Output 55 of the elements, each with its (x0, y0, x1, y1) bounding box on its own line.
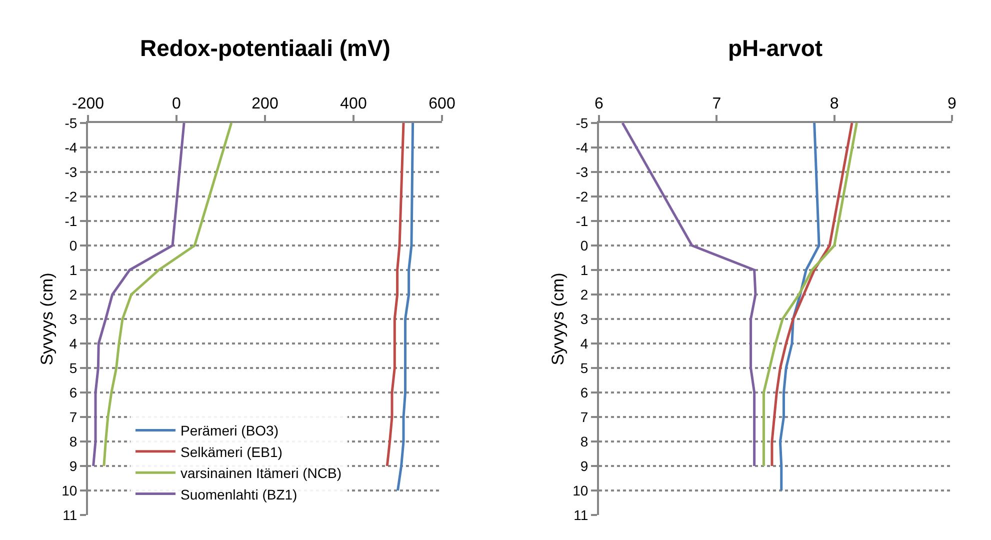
y-tick-label: 2 (580, 286, 588, 302)
y-tick-label: -4 (64, 139, 78, 156)
line-series (396, 123, 414, 492)
y-tick-label: 10 (572, 482, 588, 498)
line-series (386, 123, 405, 468)
y-tick-label: -2 (64, 188, 78, 204)
y-tick-label: -1 (576, 212, 588, 229)
y-tick-label: 4 (580, 335, 588, 352)
legend-label: varsinainen Itämeri (NCB) (180, 465, 342, 482)
x-tick-label: 6 (594, 96, 604, 113)
y-tick-label: 5 (69, 360, 78, 376)
y-tick-label: -5 (64, 114, 78, 131)
y-tick-label: 9 (69, 458, 78, 474)
legend-label: Suomenlahti (BZ1) (180, 486, 298, 502)
y-tick-label: 6 (580, 384, 588, 400)
y-axis-title: Syvyys (cm) (548, 272, 568, 366)
x-tick-label: 400 (340, 96, 367, 113)
y-tick-label: -5 (576, 114, 588, 131)
y-tick-label: 11 (574, 506, 588, 523)
x-tick-label: 8 (830, 96, 839, 113)
y-tick-label: 11 (62, 506, 78, 523)
x-tick-label: 200 (252, 96, 278, 113)
x-tick-label: 7 (712, 96, 722, 113)
y-tick-label: 8 (580, 433, 588, 450)
y-tick-label: 5 (580, 360, 588, 376)
y-tick-label: 7 (69, 408, 78, 425)
y-tick-label: -3 (64, 164, 78, 180)
y-tick-label: -1 (64, 212, 78, 229)
y-tick-label: 0 (580, 237, 588, 254)
legend-label: Selkämeri (EB1) (180, 444, 282, 460)
chart-title: Redox-potentiaali (mV) (140, 35, 390, 61)
y-tick-label: -3 (576, 164, 588, 180)
y-tick-label: 2 (69, 286, 78, 302)
y-tick-label: -4 (576, 139, 588, 156)
x-tick-label: 600 (428, 96, 456, 113)
y-tick-label: 7 (580, 408, 588, 425)
y-axis-title: Syvyys (cm) (38, 272, 57, 366)
line-series (778, 123, 820, 492)
y-tick-label: 1 (580, 262, 588, 278)
y-tick-label: 3 (580, 310, 588, 327)
chart-title: pH-arvot (728, 35, 823, 61)
y-tick-label: 8 (69, 433, 78, 450)
y-tick-label: 0 (69, 237, 78, 254)
line-series (621, 123, 757, 468)
y-tick-label: 1 (69, 262, 78, 278)
y-tick-label: 9 (580, 458, 588, 474)
y-tick-label: 6 (69, 384, 78, 400)
x-tick-label: 0 (172, 96, 182, 113)
y-tick-label: 3 (69, 310, 78, 327)
legend-label: Perämeri (BO3) (180, 422, 279, 439)
y-tick-label: -2 (576, 188, 588, 204)
x-tick-label: -200 (72, 96, 104, 113)
y-tick-label: 10 (62, 482, 78, 498)
x-tick-label: 9 (948, 96, 957, 113)
y-tick-label: 4 (69, 335, 78, 352)
